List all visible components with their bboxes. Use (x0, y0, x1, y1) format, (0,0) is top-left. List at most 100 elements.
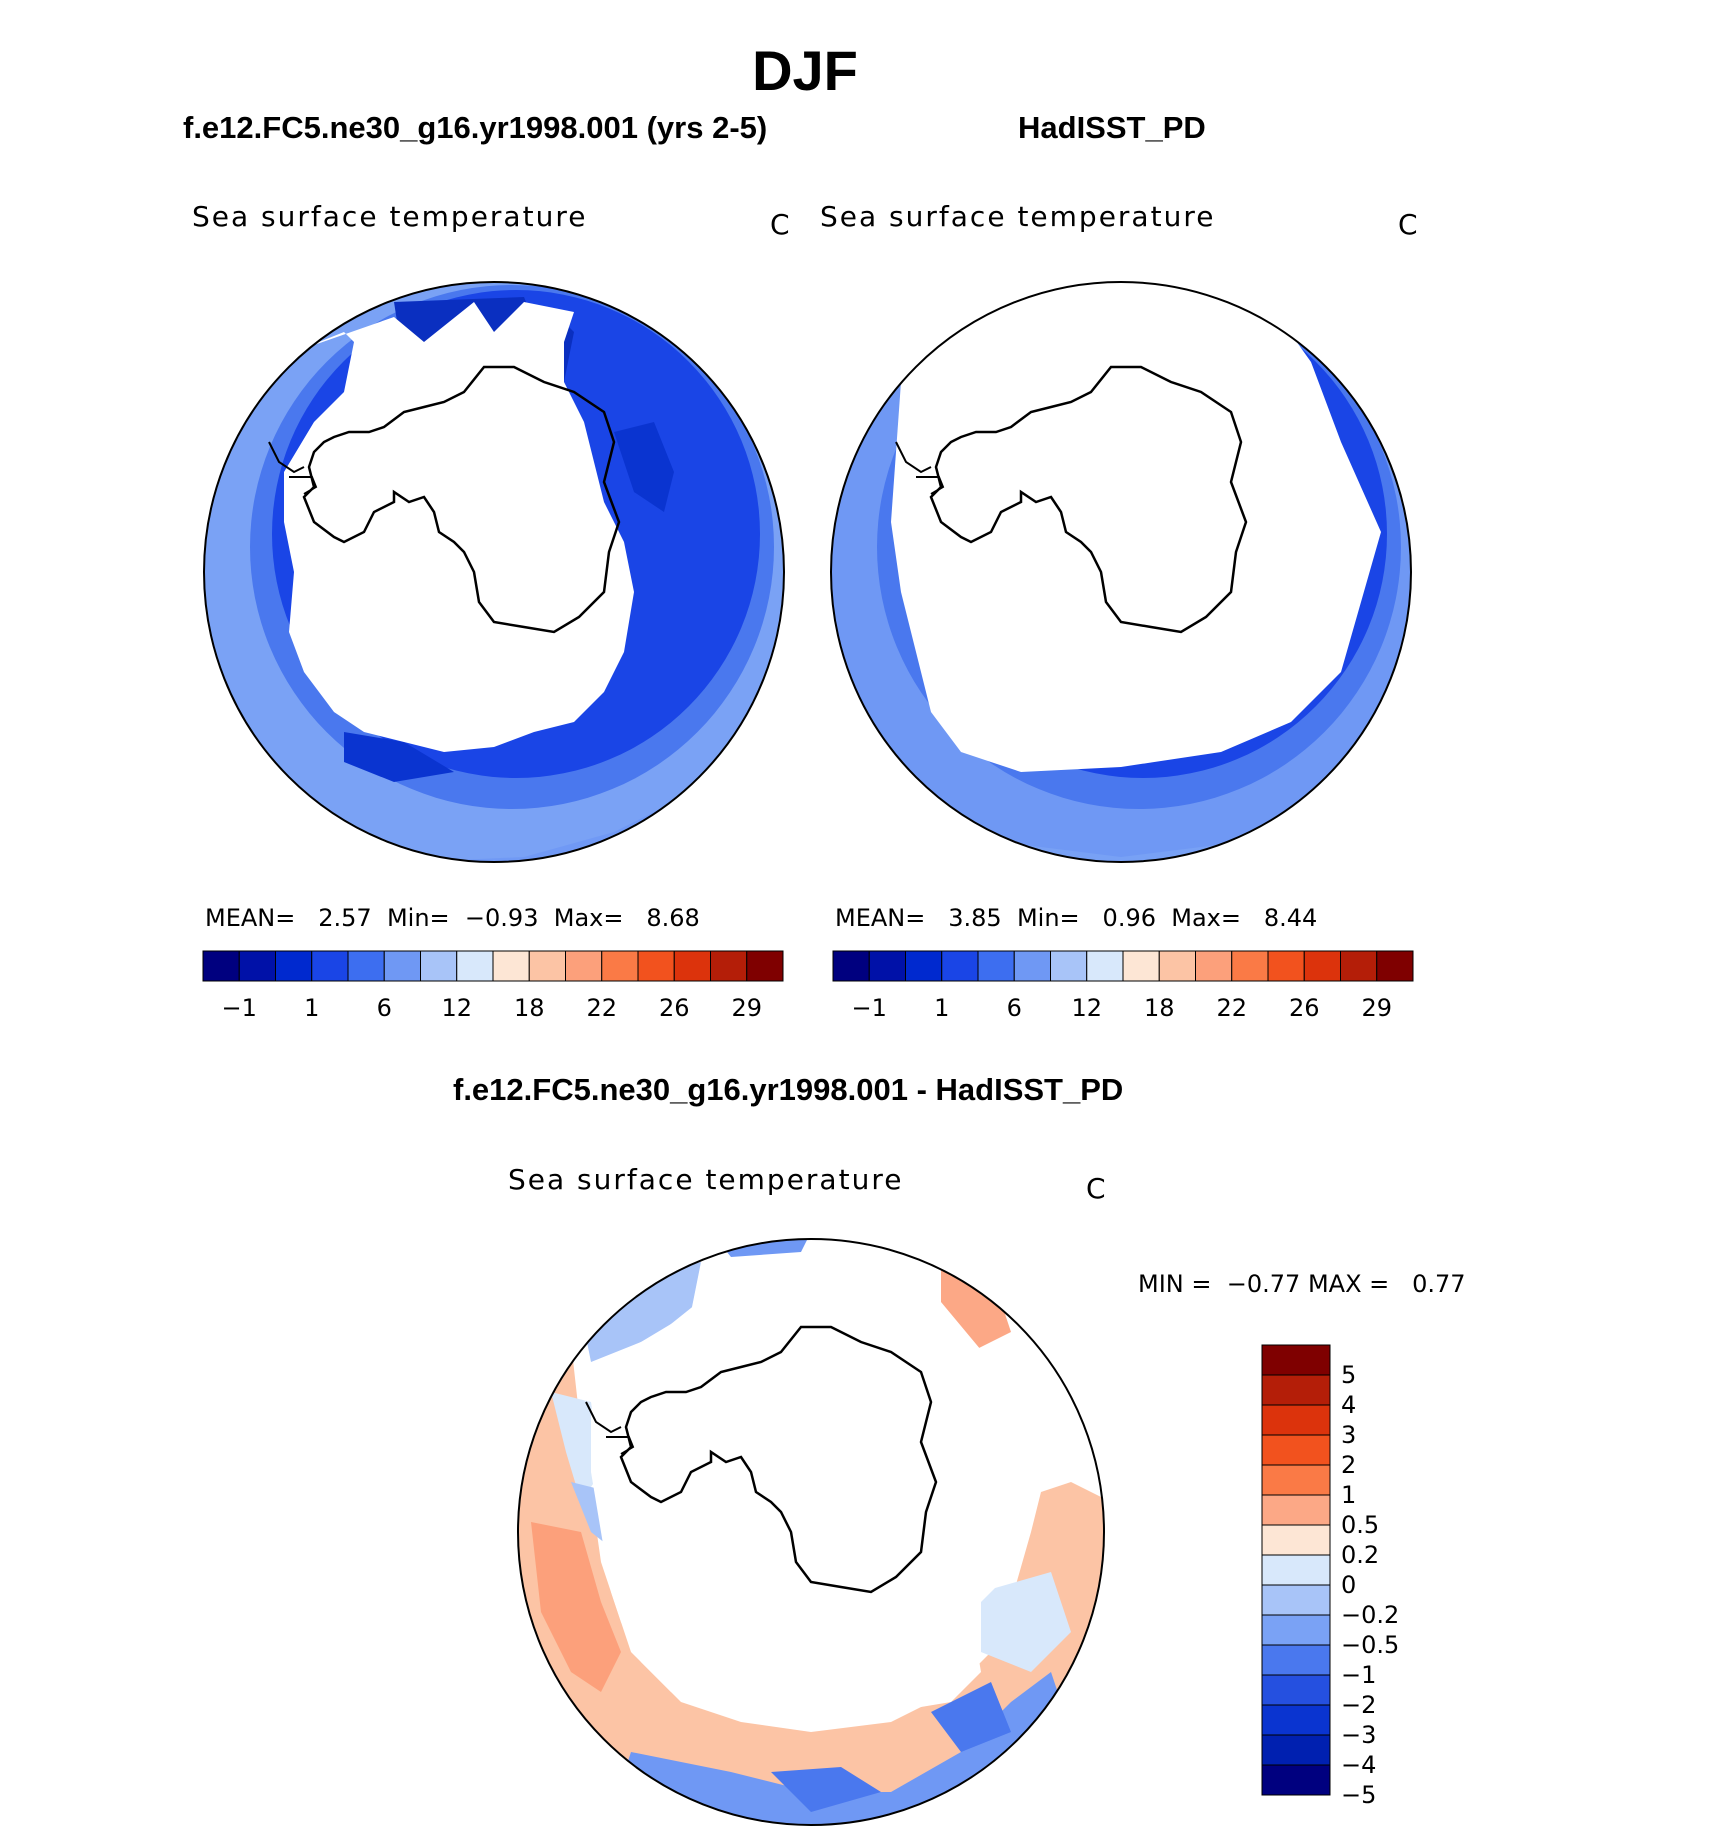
panel2-colorbar-label: 12 (1071, 994, 1103, 1022)
panel3-colorbar-swatch (1261, 1404, 1331, 1436)
panel1-colorbar-label: 26 (658, 994, 690, 1022)
panel3-colorbar-label: −1 (1341, 1661, 1377, 1689)
panel3-colorbar-label: −2 (1341, 1691, 1377, 1719)
panel3-colorbar-label: 5 (1341, 1361, 1357, 1389)
panel1-colorbar-swatch (601, 950, 639, 982)
panel2-colorbar-swatch (1195, 950, 1233, 982)
panel3-colorbar-label: −4 (1341, 1751, 1377, 1779)
panel2-max-value: 8.44 (1263, 904, 1318, 932)
panel1-colorbar-swatch (202, 950, 240, 982)
panel3-colorbar-label: 3 (1341, 1421, 1357, 1449)
panel2-colorbar-swatch (1086, 950, 1124, 982)
panel2-colorbar-label: 22 (1216, 994, 1248, 1022)
panel3-colorbar-label: 2 (1341, 1451, 1357, 1479)
panel3-colorbar-swatch (1261, 1494, 1331, 1526)
panel2-polar-map (830, 281, 1412, 863)
panel1-mean-value: 2.57 (318, 904, 372, 932)
panel1-colorbar-swatch (710, 950, 748, 982)
panel1-colorbar-label: 1 (304, 994, 320, 1022)
panel1-min-value: −0.93 (464, 904, 539, 932)
panel2-colorbar-swatch (1050, 950, 1088, 982)
panel2-mean-label: MEAN= (835, 904, 926, 932)
panel3-colorbar (1261, 1344, 1331, 1796)
panel1-colorbar-swatch (311, 950, 349, 982)
panel1-stats: MEAN= 2.57 Min= −0.93 Max= 8.68 (205, 904, 700, 932)
panel1-colorbar-swatch (456, 950, 494, 982)
panel2-colorbar-swatch (1340, 950, 1378, 982)
panel3-colorbar-swatch (1261, 1434, 1331, 1466)
panel1-colorbar-label: 18 (513, 994, 545, 1022)
panel3-colorbar-swatch (1261, 1374, 1331, 1406)
panel1-colorbar-swatch (347, 950, 385, 982)
panel1-colorbar-swatch (492, 950, 530, 982)
panel3-colorbar-swatch (1261, 1734, 1331, 1766)
panel1-colorbar-swatch (528, 950, 566, 982)
panel1-colorbar-label: 12 (441, 994, 473, 1022)
panel1-colorbar-label: −1 (221, 994, 257, 1022)
panel3-max-value: 0.77 (1412, 1270, 1466, 1298)
panel2-colorbar-swatch (832, 950, 870, 982)
panel2-colorbar-label: 6 (1006, 994, 1022, 1022)
panel3-colorbar-swatch (1261, 1524, 1331, 1556)
panel1-colorbar-swatch (746, 950, 784, 982)
panel3-min-value: −0.77 (1226, 1270, 1301, 1298)
panel3-colorbar-swatch (1261, 1704, 1331, 1736)
panel2-variable-label: Sea surface temperature (820, 200, 1216, 233)
panel2-colorbar-label: 1 (934, 994, 950, 1022)
panel3-colorbar-label: 0.2 (1341, 1541, 1380, 1569)
panel2-colorbar-label: 18 (1143, 994, 1175, 1022)
panel3-colorbar-label: −3 (1341, 1721, 1377, 1749)
panel2-subtitle: HadISST_PD (1018, 110, 1206, 145)
panel3-colorbar-swatch (1261, 1764, 1331, 1796)
panel1-colorbar-swatch (275, 950, 313, 982)
panel1-colorbar-label: 6 (376, 994, 392, 1022)
panel3-colorbar-swatch (1261, 1584, 1331, 1616)
panel3-colorbar-swatch (1261, 1644, 1331, 1676)
panel2-colorbar-swatch (1013, 950, 1051, 982)
panel1-colorbar-swatch (637, 950, 675, 982)
panel1-units-label: C (770, 208, 790, 241)
panel2-colorbar-label: 26 (1288, 994, 1320, 1022)
panel2-colorbar-swatch (905, 950, 943, 982)
panel1-mean-label: MEAN= (205, 904, 296, 932)
panel1-colorbar-label: 29 (731, 994, 763, 1022)
panel3-colorbar-label: 4 (1341, 1391, 1357, 1419)
panel2-colorbar-swatch (868, 950, 906, 982)
panel2-colorbar-label: 29 (1361, 994, 1393, 1022)
panel1-min-label: Min= (386, 904, 450, 932)
panel1-colorbar-swatch (673, 950, 711, 982)
panel2-colorbar-swatch (1231, 950, 1269, 982)
panel2-colorbar-swatch (1303, 950, 1341, 982)
panel3-colorbar-swatch (1261, 1464, 1331, 1496)
panel3-min-label: MIN = (1138, 1270, 1212, 1298)
panel1-subtitle: f.e12.FC5.ne30_g16.yr1998.001 (yrs 2-5) (183, 110, 768, 145)
panel2-colorbar-label: −1 (851, 994, 887, 1022)
panel1-colorbar-swatch (383, 950, 421, 982)
panel3-colorbar-swatch (1261, 1554, 1331, 1586)
panel1-colorbar-swatch (565, 950, 603, 982)
panel1-colorbar-swatch (238, 950, 276, 982)
panel3-colorbar-swatch (1261, 1614, 1331, 1646)
panel2-colorbar-swatch (1122, 950, 1160, 982)
panel1-polar-map (203, 281, 785, 863)
panel3-colorbar-label: 1 (1341, 1481, 1357, 1509)
panel2-units-label: C (1398, 208, 1418, 241)
panel3-colorbar-label: −5 (1341, 1781, 1377, 1809)
panel2-colorbar (832, 950, 1414, 982)
panel3-polar-map (517, 1238, 1105, 1826)
panel3-subtitle: f.e12.FC5.ne30_g16.yr1998.001 - HadISST_… (453, 1072, 1124, 1107)
panel1-colorbar-swatch (420, 950, 458, 982)
panel2-stats: MEAN= 3.85 Min= 0.96 Max= 8.44 (835, 904, 1317, 932)
panel3-variable-label: Sea surface temperature (508, 1163, 904, 1196)
panel2-colorbar-swatch (941, 950, 979, 982)
panel3-stats: MIN = −0.77 MAX = 0.77 (1138, 1270, 1466, 1298)
panel1-variable-label: Sea surface temperature (192, 200, 588, 233)
panel2-max-label: Max= (1171, 904, 1241, 932)
panel2-colorbar-swatch (1267, 950, 1305, 982)
panel3-colorbar-swatch (1261, 1344, 1331, 1376)
panel3-colorbar-label: −0.5 (1341, 1631, 1400, 1659)
panel2-min-label: Min= (1016, 904, 1080, 932)
panel2-min-value: 0.96 (1102, 904, 1156, 932)
panel1-max-value: 8.68 (646, 904, 700, 932)
panel1-colorbar-label: 22 (586, 994, 618, 1022)
